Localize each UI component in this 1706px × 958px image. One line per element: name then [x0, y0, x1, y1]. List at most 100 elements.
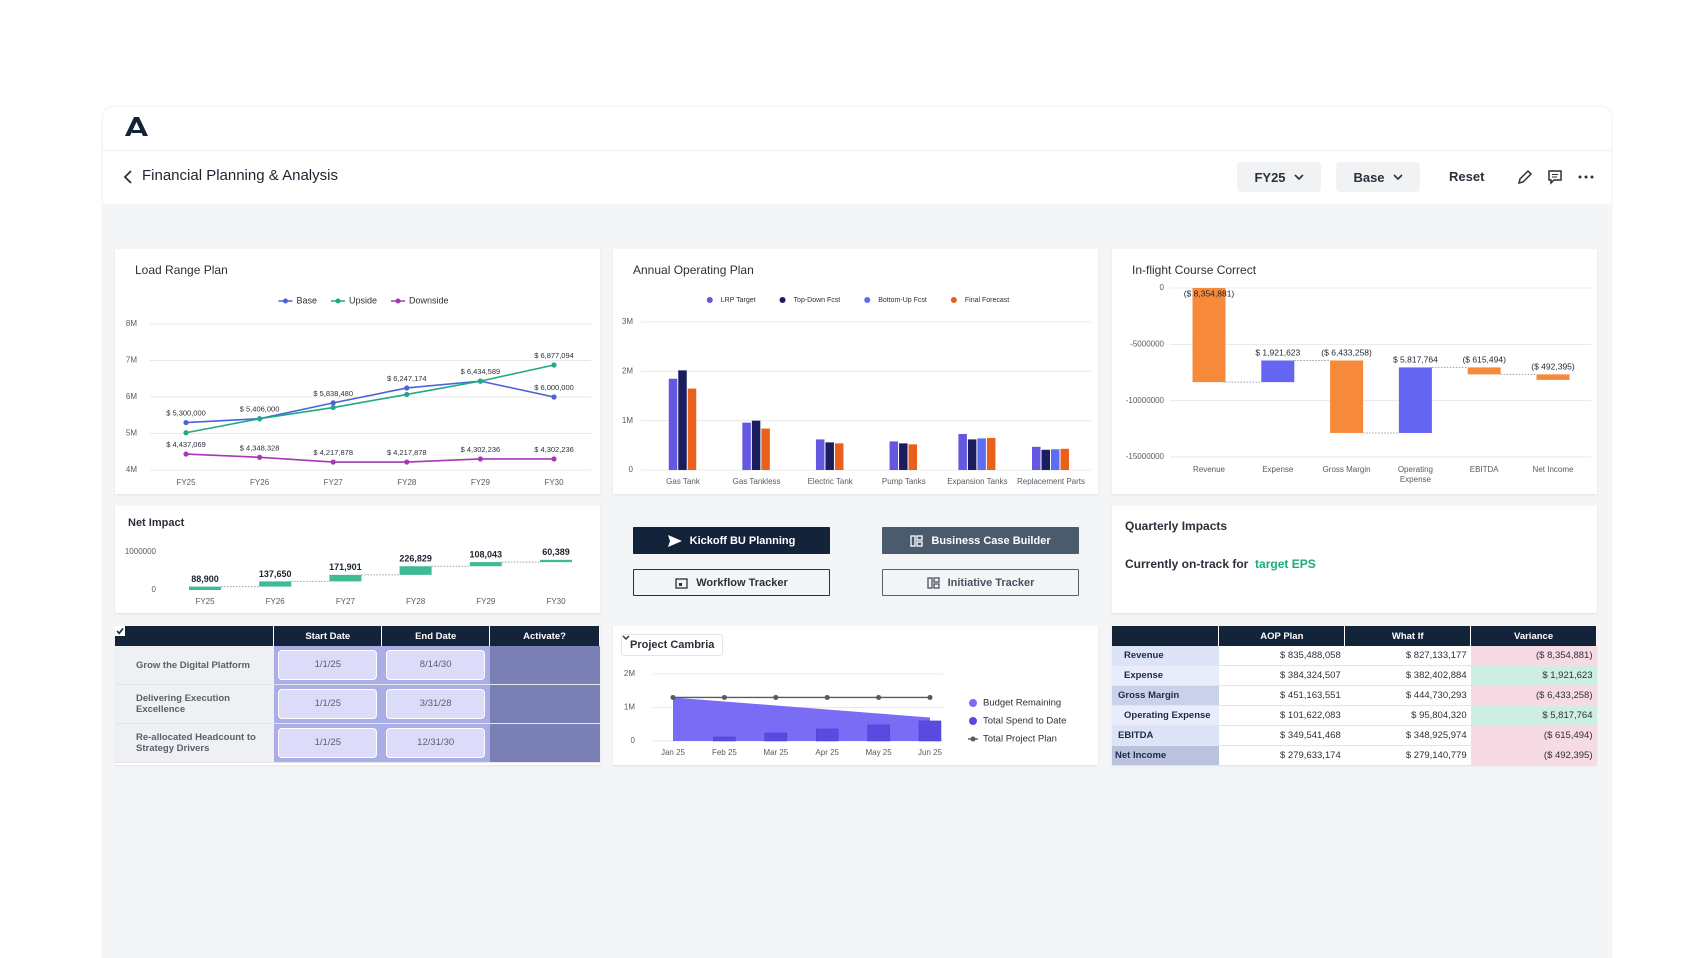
legend-item: Downside [391, 295, 449, 305]
quarterly-text: Currently on-track for target EPS [1125, 557, 1316, 571]
row-label: Net Income [1112, 745, 1219, 766]
business-case-button[interactable]: Business Case Builder [882, 527, 1079, 554]
x-tick-label: FY30 [546, 597, 566, 606]
date-input[interactable]: 1/1/25 [278, 689, 378, 719]
waterfall-bar [1261, 360, 1295, 383]
status-highlight: target EPS [1255, 557, 1316, 571]
chevron [622, 635, 630, 640]
legend-item: LRP Target [706, 297, 756, 304]
x-tick-label: EBITDA [1470, 465, 1500, 474]
date-input[interactable]: 8/14/30 [386, 650, 486, 680]
bar [1060, 448, 1069, 470]
date-input[interactable]: 3/31/28 [386, 689, 486, 719]
checkbox[interactable] [115, 626, 125, 636]
legend-marker [950, 297, 957, 303]
comment-button[interactable] [1547, 169, 1563, 185]
project-dropdown[interactable]: Project Cambria [621, 634, 724, 656]
area [673, 697, 930, 741]
legend-marker [969, 699, 977, 707]
legend-label: Budget Remaining [983, 698, 1061, 709]
initiative-button[interactable]: Initiative Tracker [882, 569, 1079, 596]
table-row: EBITDA $ 349,541,468 $ 348,925,974 ($ 615,4… [1112, 725, 1597, 746]
legend: Base Upside Downside [278, 295, 449, 305]
chart-title: Load Range Plan [135, 263, 228, 277]
chart: Net Impact 0 1000000 FY25 FY26 FY27 FY28 FY29 FY… [125, 517, 572, 606]
data-label: ($ 8,354,881) [1184, 288, 1235, 298]
x-tick-label: Pump Tanks [882, 477, 926, 486]
data-label: $ 1,921,623 [1255, 348, 1300, 358]
chart: 0 1M 2M Jan 25 Feb 25 Mar 25 Apr 25 May 25 Jun 2… [624, 669, 1067, 757]
workflow-button[interactable]: Workflow Tracker [633, 569, 830, 596]
value-cell: $ 95,804,320 [1344, 705, 1471, 726]
data-point [257, 454, 263, 460]
chevron [1392, 174, 1403, 180]
data-label: $ 4,217,878 [313, 448, 353, 457]
y-tick-label: 1M [624, 703, 635, 712]
header-cell: AOP Plan [1218, 626, 1346, 646]
legend-marker [969, 717, 977, 725]
x-tick-label: Revenue [1193, 465, 1226, 474]
row-label: Re-allocated Headcount to Strategy Drive… [115, 723, 274, 763]
bar [713, 736, 736, 742]
fy-filter[interactable]: FY25 [1237, 162, 1321, 192]
date-input[interactable]: 1/1/25 [278, 728, 378, 758]
bar [1041, 449, 1050, 470]
x-tick-label: FY28 [406, 597, 426, 606]
back-button[interactable] [123, 169, 135, 185]
value-cell: $ 279,140,779 [1344, 745, 1471, 766]
bar [834, 443, 844, 470]
row-label: Gross Margin [1112, 685, 1219, 706]
x-tick-label: Electric Tank [808, 477, 854, 486]
x-tick-label: Expansion Tanks [947, 477, 1007, 486]
data-label: $ 5,838,480 [313, 389, 353, 398]
data-point [183, 419, 189, 426]
bar [967, 439, 977, 470]
date-cell: 3/31/28 [381, 684, 490, 724]
edit-button[interactable] [1517, 169, 1533, 185]
bar [1032, 446, 1041, 470]
row-label: Delivering Execution Excellence [115, 684, 274, 724]
x-tick-label: Mar 25 [763, 748, 788, 757]
data-label: $ 4,348,328 [240, 443, 280, 452]
y-tick-label: -15000000 [1126, 452, 1165, 461]
button-label: Workflow Tracker [696, 576, 788, 589]
more-button[interactable] [1578, 174, 1594, 180]
y-tick-label: 0 [629, 465, 634, 474]
y-tick-label: 3M [622, 317, 633, 326]
value-cell: $ 348,925,974 [1344, 725, 1471, 746]
variance-cell: $ 1,921,623 [1470, 665, 1597, 686]
variance-cell: ($ 615,494) [1470, 725, 1597, 746]
project-dropdown-label: Project Cambria [630, 639, 715, 651]
activate-cell [115, 626, 600, 685]
reset-button[interactable]: Reset [1449, 169, 1485, 184]
scenario-filter-label: Base [1353, 169, 1385, 185]
kickoff-button[interactable]: Kickoff BU Planning [633, 527, 830, 554]
data-label: $ 4,302,236 [461, 445, 501, 454]
data-point [330, 459, 336, 465]
data-label: 171,901 [329, 562, 362, 572]
variance-panel: AOP Plan What If Variance Revenue $ 835,488,… [1112, 626, 1597, 766]
legend-item: Top-Down Fcst [779, 297, 840, 304]
variance-cell: ($ 6,433,258) [1470, 685, 1597, 706]
header-cell [115, 626, 275, 646]
scenario-filter[interactable]: Base [1336, 162, 1420, 192]
data-point [551, 362, 557, 368]
checkbox-tick [116, 628, 124, 635]
logo-shape [125, 117, 148, 136]
series-line [185, 453, 554, 463]
legend-label: Upside [349, 295, 377, 305]
data-point [927, 694, 933, 700]
header-cell: Start Date [273, 626, 383, 646]
data-label: $ 6,000,000 [534, 383, 574, 392]
date-input[interactable]: 12/31/30 [386, 728, 486, 758]
bar [1051, 449, 1060, 470]
legend-marker [395, 298, 401, 304]
waterfall-bar [1192, 288, 1226, 383]
y-tick-label: -5000000 [1130, 339, 1164, 348]
header-row: AOP Plan What If Variance [1112, 626, 1597, 646]
load-range-panel: Load Range Plan 4M 5M 6M 7M 8M FY25 FY26 FY27 FY2… [115, 249, 600, 494]
x-tick-label: FY25 [195, 597, 215, 606]
value-cell: $ 827,133,177 [1344, 646, 1471, 666]
back-chevron [123, 170, 132, 184]
date-input[interactable]: 1/1/25 [278, 650, 378, 680]
